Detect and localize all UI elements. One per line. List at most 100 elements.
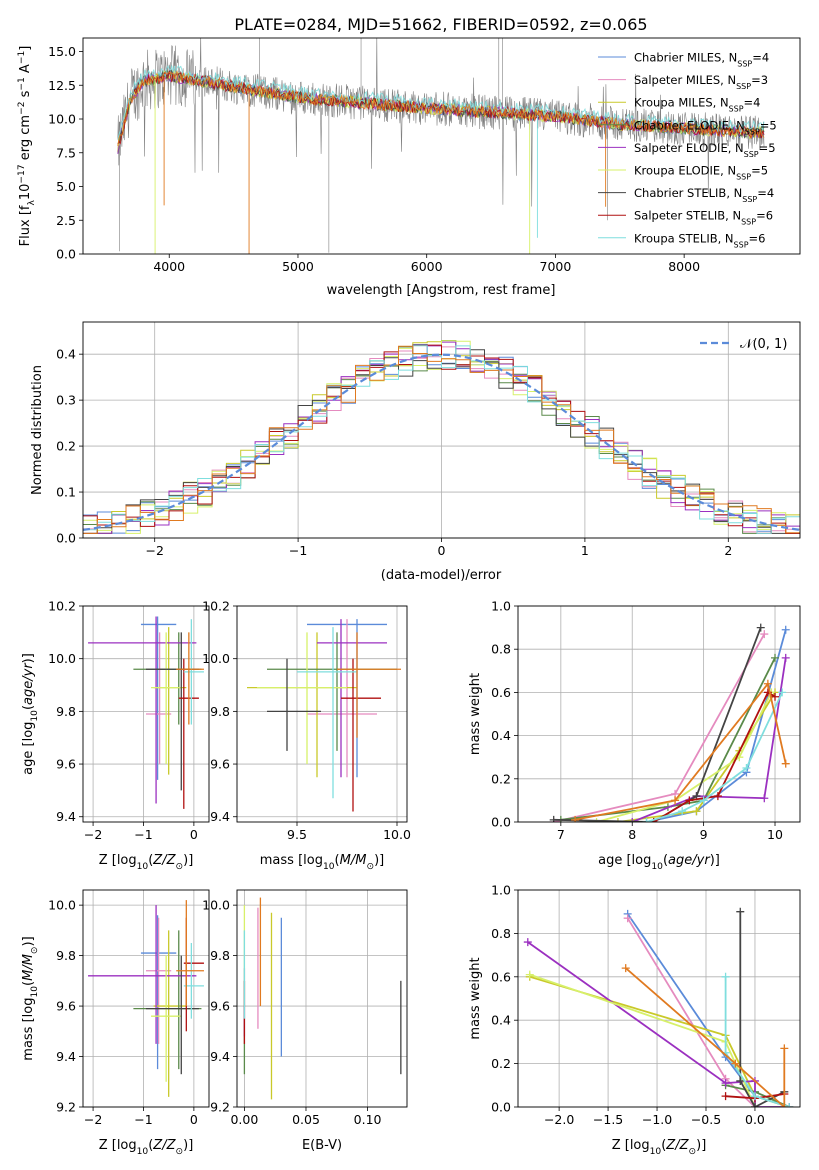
legend-entry: Kroupa MILES, NSSP=4 [634, 96, 760, 114]
weight-line [625, 967, 786, 1107]
axes-age_vs_mass: 9.5 10.0 9.4 9.6 9.8 10.0 10.2 mass [log10(M/M⊙… [202, 599, 411, 873]
y-tick-label: 0.1 [56, 485, 76, 500]
x-tick-label: 0.05 [292, 1112, 320, 1127]
x-tick-label: −1 [134, 827, 152, 842]
x-tick-label: −0.5 [691, 1112, 721, 1127]
y-tick-label: 0.2 [491, 1056, 511, 1071]
y-tick-label: 10.0 [48, 651, 76, 666]
y-tick-label: 9.6 [56, 757, 76, 772]
weight-marker [525, 970, 534, 979]
weight-line [631, 657, 787, 822]
x-tick-label: −1.0 [642, 1112, 672, 1127]
weight-marker [736, 1076, 745, 1085]
axes-weight_vs_age: 7 8 9 10 0.0 0.2 0.4 0.6 0.8 1.0 age [log10(age/yr… [468, 599, 801, 872]
axes-spectrum: 4000 5000 6000 7000 8000 0.0 2.5 5.0 7.5 10.0 12.5… [17, 37, 801, 298]
x-tick-label: 7 [557, 827, 565, 842]
y-tick-label: 15.0 [48, 44, 76, 59]
axes-age_vs_Z: −2 −1 0 9.4 9.6 9.8 10.0 10.2 Z [log10(Z/Z⊙)] age… [21, 599, 210, 872]
y-tick-label: 9.4 [210, 1049, 230, 1064]
y-tick-label: 0.6 [491, 685, 511, 700]
weight-marker [760, 630, 769, 639]
y-tick-label: 10.2 [48, 599, 76, 614]
legend-entry: Kroupa ELODIE, NSSP=5 [634, 164, 768, 182]
y-tick-label: 1.0 [491, 599, 511, 614]
axes-frame [82, 321, 801, 539]
y-tick-label: 9.6 [210, 757, 230, 772]
weight-marker [771, 653, 780, 662]
weight-marker [778, 688, 787, 697]
y-tick-label: 2.5 [56, 213, 76, 228]
weight-marker [523, 938, 532, 947]
x-tick-label: 0.10 [354, 1112, 382, 1127]
weight-marker [742, 764, 751, 772]
y-tick-label: 9.4 [56, 1049, 76, 1064]
y-tick-label: 10.0 [202, 651, 230, 666]
weight-marker [771, 692, 780, 701]
x-axis-label: Z [log10(Z/Z⊙)] [612, 1138, 707, 1157]
y-tick-label: 9.6 [210, 999, 230, 1014]
y-tick-label: 9.8 [210, 704, 230, 719]
axes-frame [236, 605, 408, 823]
weight-line [724, 976, 790, 1107]
x-tick-label: 8000 [668, 259, 700, 274]
x-axis-label: Z [log10(Z/Z⊙)] [99, 1138, 194, 1157]
weight-marker [760, 794, 769, 803]
y-tick-label: 9.4 [210, 809, 230, 824]
weight-marker [721, 1092, 730, 1101]
y-axis-label: mass weight [468, 957, 483, 1039]
y-axis-label: age [log10(age/yr)] [21, 653, 40, 775]
x-tick-label: 9.5 [287, 827, 307, 842]
y-tick-label: 0.8 [491, 926, 511, 941]
y-tick-label: 9.8 [210, 948, 230, 963]
y-tick-label: 9.4 [56, 809, 76, 824]
weight-marker [780, 1044, 789, 1053]
x-axis-label: wavelength [Angstrom, rest frame] [327, 283, 556, 298]
plot-area-mass_vs_EBV [243, 897, 402, 1100]
axes-mass_vs_Z: −2 −1 0 9.2 9.4 9.6 9.8 10.0 Z [log10(Z/Z⊙)] mass… [21, 889, 210, 1157]
weight-marker [721, 1079, 730, 1088]
weight-line [739, 911, 785, 1107]
legend-entry: Salpeter MILES, NSSP=3 [634, 73, 768, 91]
weight-marker [756, 623, 765, 632]
weight-marker [692, 807, 701, 816]
y-tick-label: 1.0 [491, 883, 511, 898]
y-tick-label: 10.0 [48, 898, 76, 913]
weight-marker [750, 1103, 759, 1107]
y-tick-label: 0.4 [491, 1013, 511, 1028]
y-tick-label: 9.2 [56, 1100, 76, 1115]
x-tick-label: 7000 [540, 259, 572, 274]
x-tick-label: −1 [289, 543, 307, 558]
y-tick-label: 9.6 [56, 999, 76, 1014]
plots: 4000 5000 6000 7000 80000.02.55.07.510.012.5… [17, 37, 801, 1157]
axes-residuals: −2 −1 0 1 2 0.0 0.1 0.2 0.3 0.4 𝒩(0, 1) (data-model… [30, 321, 801, 583]
weight-marker [713, 792, 722, 801]
weight-marker [781, 625, 790, 634]
axes-frame [236, 889, 408, 1108]
x-tick-label: 6000 [411, 259, 443, 274]
weight-marker [781, 759, 790, 768]
weight-marker [781, 653, 790, 662]
weight-marker [685, 796, 694, 805]
weight-line [560, 657, 776, 821]
x-tick-label: −2 [145, 543, 163, 558]
y-tick-label: 0.0 [491, 815, 511, 830]
x-tick-label: 0 [190, 1112, 198, 1127]
weight-marker [623, 914, 632, 923]
plot-area-age_vs_Z [88, 616, 204, 809]
weight-marker [699, 796, 708, 805]
histogram-step [83, 345, 800, 534]
model-spectrum [117, 69, 765, 147]
y-tick-label: 0.4 [491, 728, 511, 743]
weight-marker [621, 964, 630, 973]
legend-entry: Chabrier MILES, NSSP=4 [634, 51, 769, 69]
x-axis-label: age [log10(age/yr)] [598, 853, 720, 872]
x-tick-label: 8 [628, 827, 636, 842]
x-axis-label: E(B-V) [302, 1138, 342, 1153]
y-axis-label: mass weight [468, 673, 483, 755]
weight-marker [628, 818, 637, 822]
axes-frame [82, 37, 801, 255]
axes-mass_vs_EBV: 0.00 0.05 0.10 9.2 9.4 9.6 9.8 10.0 E(B-V) [202, 889, 408, 1153]
plot-area-weight_vs_Z [523, 907, 794, 1107]
x-tick-label: 0 [438, 543, 446, 558]
y-tick-label: 0.0 [56, 247, 76, 262]
